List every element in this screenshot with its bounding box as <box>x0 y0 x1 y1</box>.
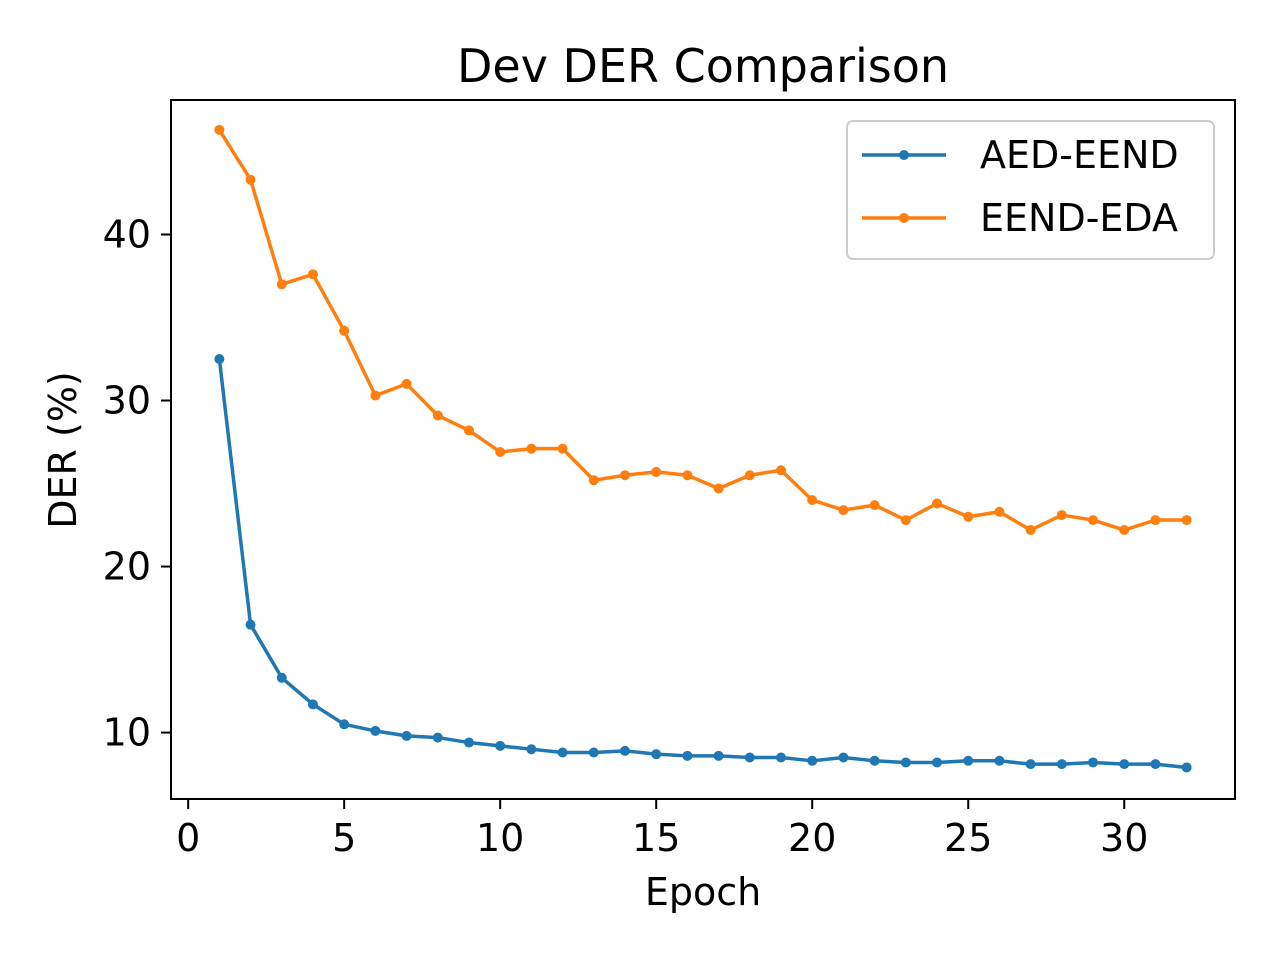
y-tick-label-30: 30 <box>103 379 151 423</box>
data-point-aed-eend-16 <box>682 750 693 761</box>
data-point-eend-eda-5 <box>339 325 350 336</box>
data-point-aed-eend-26 <box>994 755 1005 766</box>
data-point-aed-eend-6 <box>370 725 381 736</box>
data-point-aed-eend-14 <box>619 745 630 756</box>
data-point-eend-eda-26 <box>994 506 1005 517</box>
x-tick-label-15: 15 <box>632 816 680 860</box>
legend-marker-eend-eda <box>899 213 909 223</box>
data-point-eend-eda-19 <box>776 465 787 476</box>
legend-label-aed-eend: AED-EEND <box>980 133 1179 177</box>
data-point-eend-eda-30 <box>1119 525 1130 536</box>
data-point-aed-eend-13 <box>588 747 599 758</box>
x-tick-label-25: 25 <box>944 816 992 860</box>
data-point-aed-eend-3 <box>276 672 287 683</box>
data-point-aed-eend-29 <box>1088 757 1099 768</box>
data-point-aed-eend-9 <box>463 737 474 748</box>
data-point-eend-eda-24 <box>932 498 943 509</box>
data-point-aed-eend-32 <box>1181 762 1192 773</box>
data-point-eend-eda-18 <box>744 470 755 481</box>
data-point-eend-eda-6 <box>370 390 381 401</box>
x-tick-label-5: 5 <box>332 816 356 860</box>
data-point-aed-eend-5 <box>339 719 350 730</box>
data-point-eend-eda-16 <box>682 470 693 481</box>
y-tick-label-20: 20 <box>103 545 151 589</box>
y-axis-label: DER (%) <box>41 371 85 529</box>
data-point-eend-eda-7 <box>401 378 412 389</box>
data-point-eend-eda-2 <box>245 174 256 185</box>
data-point-eend-eda-12 <box>557 443 568 454</box>
data-point-aed-eend-23 <box>900 757 911 768</box>
data-point-aed-eend-28 <box>1056 759 1067 770</box>
data-point-eend-eda-27 <box>1025 525 1036 536</box>
data-point-aed-eend-7 <box>401 730 412 741</box>
data-point-eend-eda-22 <box>869 500 880 511</box>
data-point-aed-eend-22 <box>869 755 880 766</box>
x-tick-label-10: 10 <box>476 816 524 860</box>
legend-item-aed-eend: AED-EEND <box>862 133 1179 177</box>
y-axis: 10 20 30 40 <box>103 212 171 755</box>
data-point-aed-eend-19 <box>776 752 787 763</box>
legend-label-eend-eda: EEND-EDA <box>980 196 1178 240</box>
y-tick-label-10: 10 <box>103 711 151 755</box>
legend-marker-aed-eend <box>899 150 909 160</box>
chart-title: Dev DER Comparison <box>457 39 949 93</box>
data-point-eend-eda-4 <box>307 269 318 280</box>
data-point-eend-eda-32 <box>1181 515 1192 526</box>
data-point-eend-eda-23 <box>900 515 911 526</box>
series-aed-eend <box>214 354 1192 773</box>
data-point-aed-eend-10 <box>495 740 506 751</box>
data-point-aed-eend-12 <box>557 747 568 758</box>
x-axis: 0 5 10 15 20 25 30 <box>176 799 1148 860</box>
data-point-aed-eend-27 <box>1025 759 1036 770</box>
y-tick-label-40: 40 <box>103 212 151 256</box>
data-point-aed-eend-25 <box>963 755 974 766</box>
series-line-aed-eend <box>217 357 1189 770</box>
data-point-eend-eda-20 <box>807 495 818 506</box>
data-point-aed-eend-4 <box>307 699 318 710</box>
data-point-aed-eend-31 <box>1150 759 1161 770</box>
data-point-eend-eda-21 <box>838 505 849 516</box>
data-point-eend-eda-1 <box>214 124 225 135</box>
data-point-eend-eda-14 <box>619 470 630 481</box>
data-point-aed-eend-15 <box>651 749 662 760</box>
data-point-aed-eend-30 <box>1119 759 1130 770</box>
data-point-aed-eend-21 <box>838 752 849 763</box>
data-point-eend-eda-8 <box>432 410 443 421</box>
data-point-aed-eend-18 <box>744 752 755 763</box>
data-point-aed-eend-20 <box>807 755 818 766</box>
data-point-eend-eda-10 <box>495 446 506 457</box>
data-point-aed-eend-2 <box>245 619 256 630</box>
series-eend-eda <box>214 124 1192 536</box>
data-point-eend-eda-28 <box>1056 510 1067 521</box>
data-point-eend-eda-29 <box>1088 515 1099 526</box>
x-tick-label-20: 20 <box>788 816 836 860</box>
legend: AED-EEND EEND-EDA <box>846 120 1215 260</box>
data-point-eend-eda-13 <box>588 475 599 486</box>
data-point-aed-eend-8 <box>432 732 443 743</box>
series-layer <box>214 124 1192 773</box>
series-line-eend-eda <box>217 128 1189 532</box>
plot-frame <box>170 99 1236 800</box>
legend-item-eend-eda: EEND-EDA <box>862 196 1178 240</box>
data-point-eend-eda-15 <box>651 466 662 477</box>
data-point-eend-eda-11 <box>526 443 537 454</box>
data-point-eend-eda-31 <box>1150 515 1161 526</box>
x-tick-label-0: 0 <box>176 816 200 860</box>
data-point-aed-eend-1 <box>214 354 225 365</box>
data-point-aed-eend-24 <box>932 757 943 768</box>
data-point-eend-eda-3 <box>276 279 287 290</box>
data-point-aed-eend-17 <box>713 750 724 761</box>
data-point-eend-eda-9 <box>463 425 474 436</box>
data-point-aed-eend-11 <box>526 744 537 755</box>
x-tick-label-30: 30 <box>1100 816 1148 860</box>
data-point-eend-eda-25 <box>963 511 974 522</box>
x-axis-label: Epoch <box>645 870 761 914</box>
data-point-eend-eda-17 <box>713 483 724 494</box>
